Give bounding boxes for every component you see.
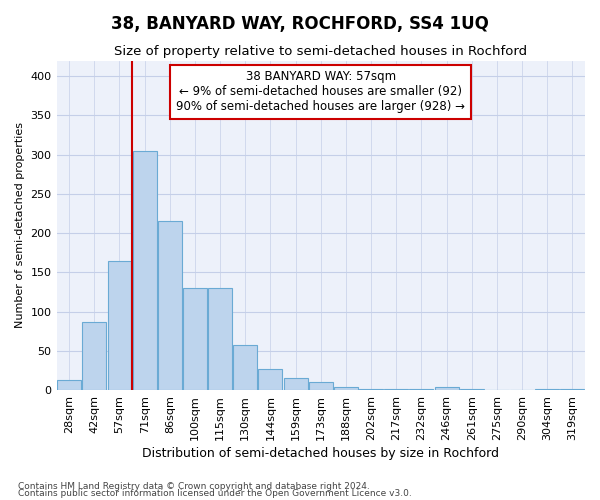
Text: Contains public sector information licensed under the Open Government Licence v3: Contains public sector information licen… [18,490,412,498]
Bar [133,151,157,390]
Bar [158,222,182,390]
Bar [233,344,257,390]
Bar [359,388,383,390]
Text: Contains HM Land Registry data © Crown copyright and database right 2024.: Contains HM Land Registry data © Crown c… [18,482,370,491]
Bar [409,388,433,390]
Bar [334,387,358,390]
X-axis label: Distribution of semi-detached houses by size in Rochford: Distribution of semi-detached houses by … [142,447,499,460]
Text: 38 BANYARD WAY: 57sqm
← 9% of semi-detached houses are smaller (92)
90% of semi-: 38 BANYARD WAY: 57sqm ← 9% of semi-detac… [176,70,465,114]
Bar [57,380,81,390]
Bar [82,322,106,390]
Bar [284,378,308,390]
Bar [183,288,207,390]
Bar [259,369,283,390]
Y-axis label: Number of semi-detached properties: Number of semi-detached properties [15,122,25,328]
Bar [434,387,458,390]
Bar [107,260,131,390]
Bar [560,388,584,390]
Bar [208,288,232,390]
Bar [385,388,408,390]
Title: Size of property relative to semi-detached houses in Rochford: Size of property relative to semi-detach… [114,45,527,58]
Text: 38, BANYARD WAY, ROCHFORD, SS4 1UQ: 38, BANYARD WAY, ROCHFORD, SS4 1UQ [111,15,489,33]
Bar [309,382,333,390]
Bar [535,388,559,390]
